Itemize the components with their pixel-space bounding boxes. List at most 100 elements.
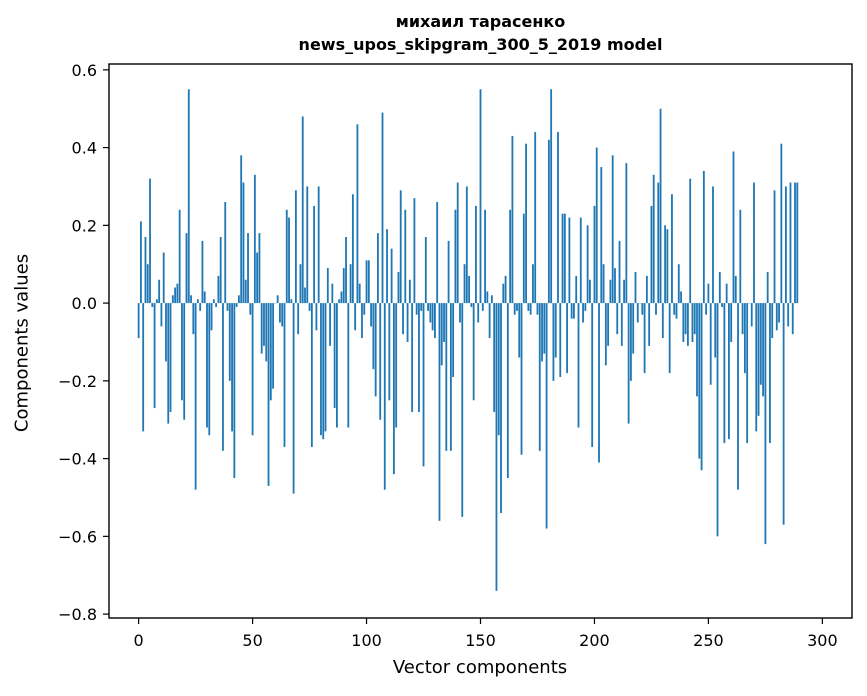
bar xyxy=(671,194,673,304)
bar xyxy=(146,264,149,304)
bar xyxy=(285,209,288,304)
bar xyxy=(728,303,730,440)
bar xyxy=(206,303,208,428)
bar xyxy=(315,303,318,331)
bar xyxy=(732,151,735,304)
bar xyxy=(563,213,566,304)
y-axis-ticks: −0.8 −0.6 −0.4 −0.2 0.0 0.2 0.4 0.6 xyxy=(58,61,109,624)
bar xyxy=(475,205,477,304)
bar xyxy=(762,303,765,397)
bar xyxy=(750,303,753,327)
y-tick-label: 0.4 xyxy=(72,139,97,158)
bar xyxy=(422,303,425,467)
bar xyxy=(427,303,429,311)
bar xyxy=(454,209,457,304)
bar xyxy=(648,303,651,346)
x-tick-label: 0 xyxy=(134,631,144,650)
x-tick-label: 200 xyxy=(579,631,610,650)
bar xyxy=(634,271,637,304)
bar xyxy=(390,248,393,304)
bar xyxy=(386,229,388,304)
bar xyxy=(593,205,596,304)
y-tick-label: 0.0 xyxy=(72,294,97,313)
bar xyxy=(607,303,610,346)
bar xyxy=(174,287,176,304)
bar xyxy=(144,237,147,304)
bar xyxy=(668,303,671,374)
bar xyxy=(313,205,316,304)
bar xyxy=(190,295,192,304)
bar xyxy=(238,295,240,304)
bar xyxy=(320,303,322,436)
bar xyxy=(445,303,448,451)
bar xyxy=(588,279,591,304)
bar xyxy=(791,303,794,335)
bar xyxy=(329,303,331,346)
bar xyxy=(336,303,338,428)
bar xyxy=(712,186,714,304)
bar xyxy=(591,303,594,447)
bar xyxy=(461,303,464,517)
bar xyxy=(178,209,181,304)
bar xyxy=(716,303,719,537)
bar xyxy=(698,303,701,459)
bar xyxy=(283,303,286,447)
bar xyxy=(408,279,411,304)
bar xyxy=(557,132,559,304)
bar xyxy=(616,303,619,335)
bar xyxy=(757,303,760,416)
bar xyxy=(773,190,776,304)
bar xyxy=(677,264,680,304)
bar xyxy=(655,303,657,315)
bar xyxy=(272,303,275,389)
bar xyxy=(377,233,379,304)
bar xyxy=(520,303,523,455)
bar xyxy=(650,205,653,304)
bar xyxy=(534,132,537,304)
bar xyxy=(493,303,496,412)
bar xyxy=(481,303,484,311)
bar xyxy=(611,155,614,304)
bar xyxy=(702,170,705,304)
bar xyxy=(554,303,557,358)
bar xyxy=(269,303,272,401)
bar xyxy=(424,237,427,304)
bar xyxy=(641,303,644,315)
bar xyxy=(363,303,366,315)
bar xyxy=(137,303,140,339)
bar xyxy=(374,303,377,397)
bar xyxy=(632,303,635,354)
bar xyxy=(495,303,498,591)
y-tick-label: −0.2 xyxy=(58,372,97,391)
bar xyxy=(142,303,145,432)
bar xyxy=(602,264,605,304)
x-tick-label: 300 xyxy=(807,631,838,650)
bar xyxy=(753,182,755,304)
bar xyxy=(404,209,407,304)
bar xyxy=(488,303,491,339)
bar xyxy=(342,268,345,304)
bar xyxy=(212,299,215,304)
bar xyxy=(235,303,238,307)
bar xyxy=(689,178,692,304)
bar xyxy=(217,275,220,304)
bar xyxy=(484,209,486,304)
bar xyxy=(541,303,543,362)
bar xyxy=(595,147,598,304)
bar xyxy=(725,283,728,304)
bar xyxy=(171,295,174,304)
bar xyxy=(324,303,327,432)
bar xyxy=(326,268,329,304)
bar xyxy=(659,108,662,304)
bar xyxy=(228,303,231,381)
bar xyxy=(623,279,625,304)
bar xyxy=(181,303,183,401)
bar xyxy=(743,303,746,374)
bar xyxy=(185,233,188,304)
bar xyxy=(504,275,507,304)
bar xyxy=(449,303,452,451)
bar xyxy=(153,303,156,409)
bar xyxy=(652,174,655,304)
bar xyxy=(543,303,546,354)
